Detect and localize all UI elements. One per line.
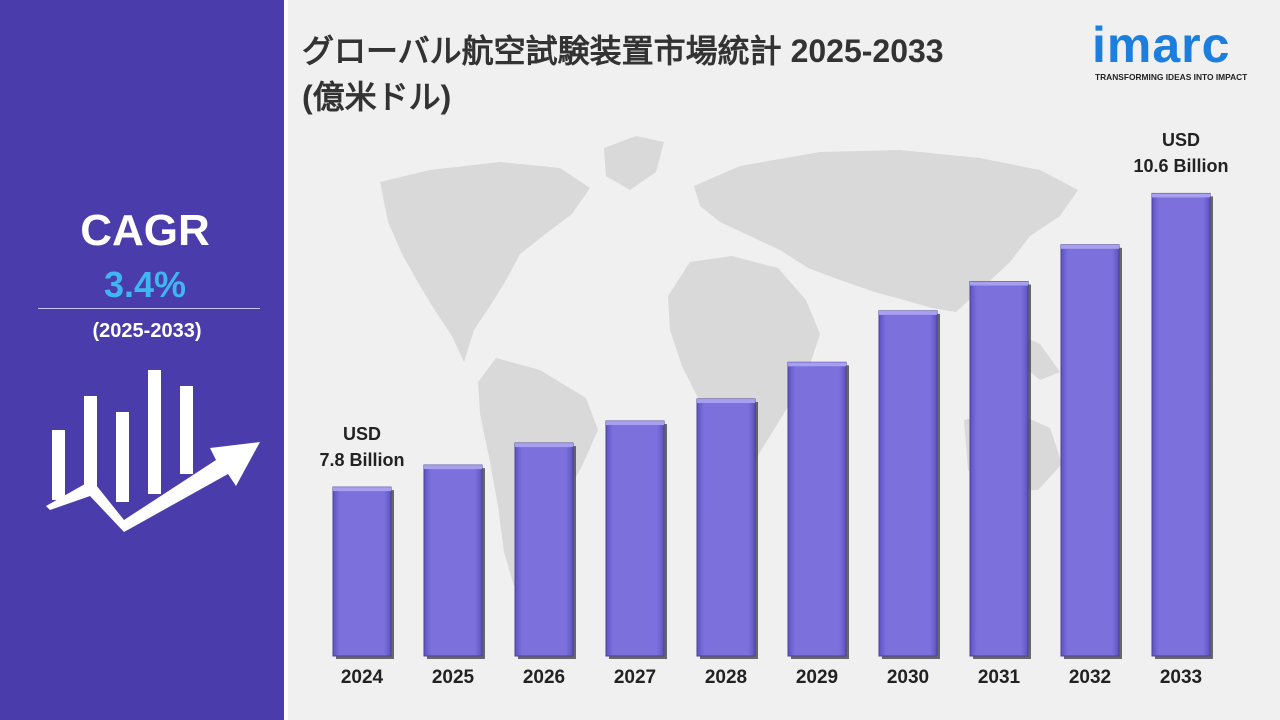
cagr-period: (2025-2033) [92,320,202,342]
x-tick-2024: 2024 [341,667,384,688]
bar-body [332,486,392,657]
last-callout-value: 10.6 Billion [1133,156,1229,177]
last-bar-value-callout: USD 10.6 Billion [1116,127,1246,179]
cagr-value: 3.4% [103,264,187,305]
bar-top-highlight [879,310,937,315]
x-tick-2028: 2028 [705,667,747,688]
bar-top-highlight [697,399,755,404]
bar-top-highlight [788,362,846,367]
bar-top-highlight [333,487,391,492]
world-map-background [380,136,1078,586]
bar-2024 [332,486,394,659]
x-tick-2031: 2031 [978,667,1021,688]
last-callout-currency: USD [1161,130,1200,151]
bar-body [514,442,574,657]
bar-2032 [1060,244,1122,660]
bar-top-highlight [606,421,664,426]
x-tick-2026: 2026 [523,667,565,688]
bar-top-highlight [424,465,482,470]
cagr-label: CAGR [80,206,210,255]
growth-chart-arrow-icon [46,370,260,532]
panel-divider [284,0,288,720]
first-callout-currency: USD [342,424,381,445]
bar-2027 [605,420,667,659]
imarc-logo: imarc TRANSFORMING IDEAS INTO IMPACT [1092,10,1264,90]
x-tick-2030: 2030 [887,667,929,688]
x-tick-2025: 2025 [432,667,475,688]
logo-wordmark: imarc [1092,17,1231,73]
bar-top-highlight [515,443,573,448]
bar-2025 [423,464,485,659]
left-summary-panel [0,0,284,720]
bar-2026 [514,442,576,659]
x-axis-ticks: 2024 2025 2026 2027 2028 2029 2030 2031 2032 2033 [341,667,1202,688]
bar-2028 [696,398,758,659]
bar-body [1060,244,1120,657]
x-tick-2027: 2027 [614,667,656,688]
bar-2030 [878,310,940,659]
x-tick-2032: 2032 [1069,667,1111,688]
bar-body [423,464,483,657]
bar-body [878,310,938,657]
bar-2029 [787,361,849,659]
bar-body [605,420,665,657]
logo-tagline: TRANSFORMING IDEAS INTO IMPACT [1095,72,1248,82]
bar-body [969,281,1029,657]
bar-body [787,361,847,657]
x-tick-2033: 2033 [1160,667,1202,688]
chart-title: グローバル航空試験装置市場統計 2025-2033 (億米ドル) [302,28,1082,120]
bar-body [696,398,756,657]
bar-top-highlight [1061,244,1119,249]
bar-2031 [969,281,1031,659]
x-tick-2029: 2029 [796,667,838,688]
bar-top-highlight [1152,193,1210,198]
bar-body [1151,192,1211,657]
cagr-divider [38,308,260,309]
bar-2033 [1151,192,1213,659]
first-bar-value-callout: USD 7.8 Billion [297,421,427,473]
bar-top-highlight [970,281,1028,286]
bar-series [332,192,1213,660]
first-callout-value: 7.8 Billion [319,450,405,471]
chart-title-text: グローバル航空試験装置市場統計 2025-2033 (億米ドル) [302,33,944,115]
